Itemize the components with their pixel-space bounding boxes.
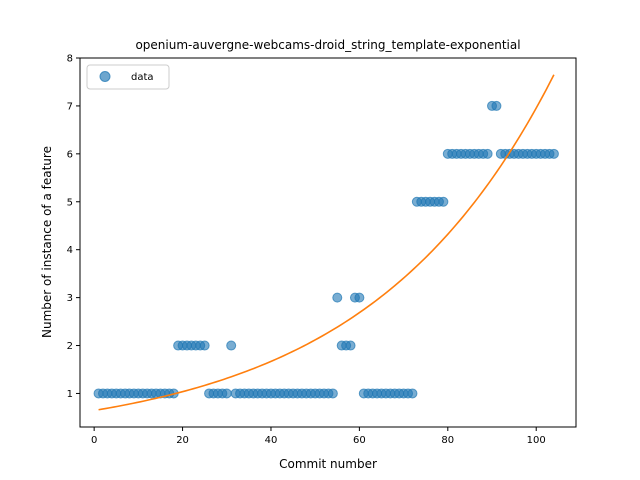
fit-curve [98, 74, 555, 411]
x-tick-label: 40 [265, 435, 278, 446]
data-point [199, 340, 210, 351]
legend: data [86, 64, 170, 90]
data-point [332, 292, 343, 303]
data-point [327, 388, 338, 399]
legend-label-data: data [131, 72, 154, 83]
data-point [354, 292, 365, 303]
legend-box [86, 64, 170, 90]
x-tick-label: 0 [91, 435, 97, 446]
y-tick-label: 5 [67, 197, 73, 208]
y-tick-label: 6 [67, 149, 73, 160]
y-axis-label: Number of instance of a feature [40, 146, 54, 338]
x-axis-label: Commit number [279, 457, 377, 471]
x-tick-label: 100 [527, 435, 546, 446]
plot-area [93, 74, 559, 411]
y-tick-label: 4 [67, 245, 73, 256]
x-tick-label: 80 [441, 435, 454, 446]
legend-marker-data [99, 71, 111, 82]
y-tick-label: 1 [67, 389, 73, 400]
plot-frame [79, 57, 577, 428]
y-tick-label: 8 [67, 54, 73, 65]
chart-title: openium-auvergne-webcams-droid_string_te… [135, 38, 520, 52]
data-point [482, 148, 493, 159]
data-point [226, 340, 237, 351]
data-point [548, 148, 559, 159]
y-tick-label: 7 [67, 101, 73, 112]
data-point [438, 196, 449, 207]
x-tick-label: 20 [176, 435, 189, 446]
y-tick-label: 3 [67, 293, 73, 304]
y-axis: 1 2 3 4 5 6 7 8 [67, 54, 80, 400]
x-tick-label: 60 [353, 435, 366, 446]
data-point [407, 388, 418, 399]
data-point [491, 100, 502, 111]
data-point [345, 340, 356, 351]
y-tick-label: 2 [67, 341, 73, 352]
x-axis: 0 20 40 60 80 100 [91, 427, 546, 446]
data-point [221, 388, 232, 399]
